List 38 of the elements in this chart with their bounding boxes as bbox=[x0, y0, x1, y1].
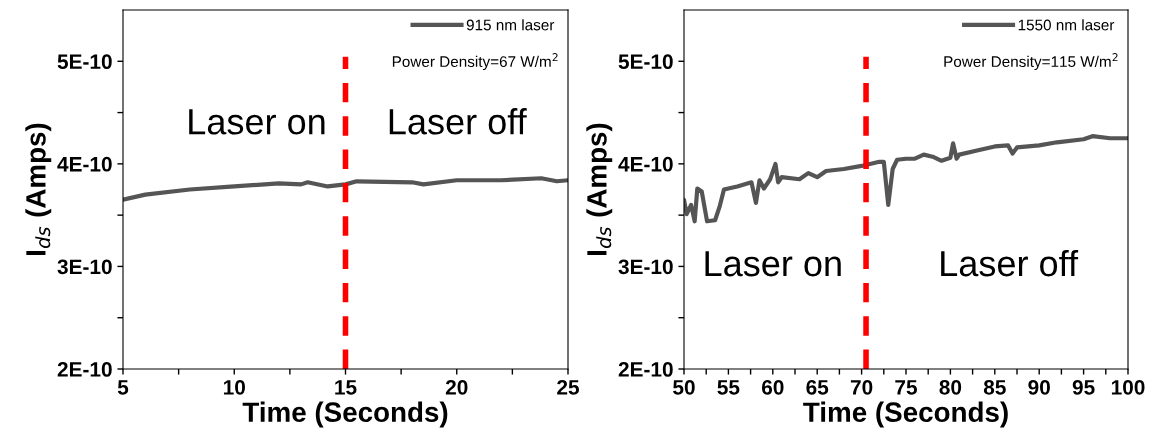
y-tick-label: 2E-10 bbox=[57, 362, 112, 377]
x-tick-label: 75 bbox=[895, 380, 918, 395]
x-tick-label: 20 bbox=[445, 379, 468, 395]
legend-label: 915 nm laser bbox=[466, 19, 555, 31]
x-axis-title: Time (Seconds) bbox=[803, 401, 1008, 428]
legend-label: 1550 nm laser bbox=[1018, 19, 1115, 31]
line-series bbox=[123, 176, 568, 202]
x-tick-label: 55 bbox=[717, 380, 740, 395]
x-tick-label: 70 bbox=[850, 379, 873, 395]
line-series bbox=[684, 134, 1128, 224]
y-axis-title: I$_{ds}$ (Amps) bbox=[586, 123, 613, 255]
x-tick-label: 60 bbox=[761, 379, 784, 395]
y-axis-title: I$_{ds}$ (Amps) bbox=[25, 123, 52, 255]
y-tick-label: 2E-10 bbox=[618, 362, 673, 377]
y-tick-label: 4E-10 bbox=[57, 156, 112, 172]
annotation: Laser on bbox=[705, 251, 841, 277]
x-tick-label: 100 bbox=[1111, 379, 1145, 395]
x-tick-label: 25 bbox=[557, 379, 580, 395]
y-tick-label: 5E-10 bbox=[618, 54, 673, 70]
x-tick-label: 10 bbox=[223, 379, 245, 395]
annotation: Laser off bbox=[389, 108, 527, 135]
x-tick-label: 85 bbox=[983, 379, 1006, 395]
x-axis-title: Time (Seconds) bbox=[242, 401, 448, 428]
annotation: Power Density=67 W/m$^{2}$ bbox=[392, 53, 558, 71]
x-tick-label: 95 bbox=[1072, 379, 1095, 395]
y-tick-label: 4E-10 bbox=[618, 156, 673, 172]
y-tick-label: 3E-10 bbox=[618, 259, 673, 275]
y-tick-label: 3E-10 bbox=[57, 259, 112, 275]
annotation: Power Density=115 W/m$^{2}$ bbox=[944, 53, 1118, 71]
x-tick-label: 65 bbox=[806, 379, 829, 395]
x-tick-label: 15 bbox=[335, 380, 357, 395]
x-tick-label: 90 bbox=[1028, 379, 1050, 395]
annotation: Laser off bbox=[941, 249, 1079, 277]
y-tick-label: 5E-10 bbox=[57, 54, 112, 70]
x-tick-label: 80 bbox=[939, 379, 962, 395]
x-tick-label: 5 bbox=[117, 380, 129, 395]
x-tick-label: 50 bbox=[673, 379, 695, 395]
annotation: Laser on bbox=[189, 109, 325, 135]
